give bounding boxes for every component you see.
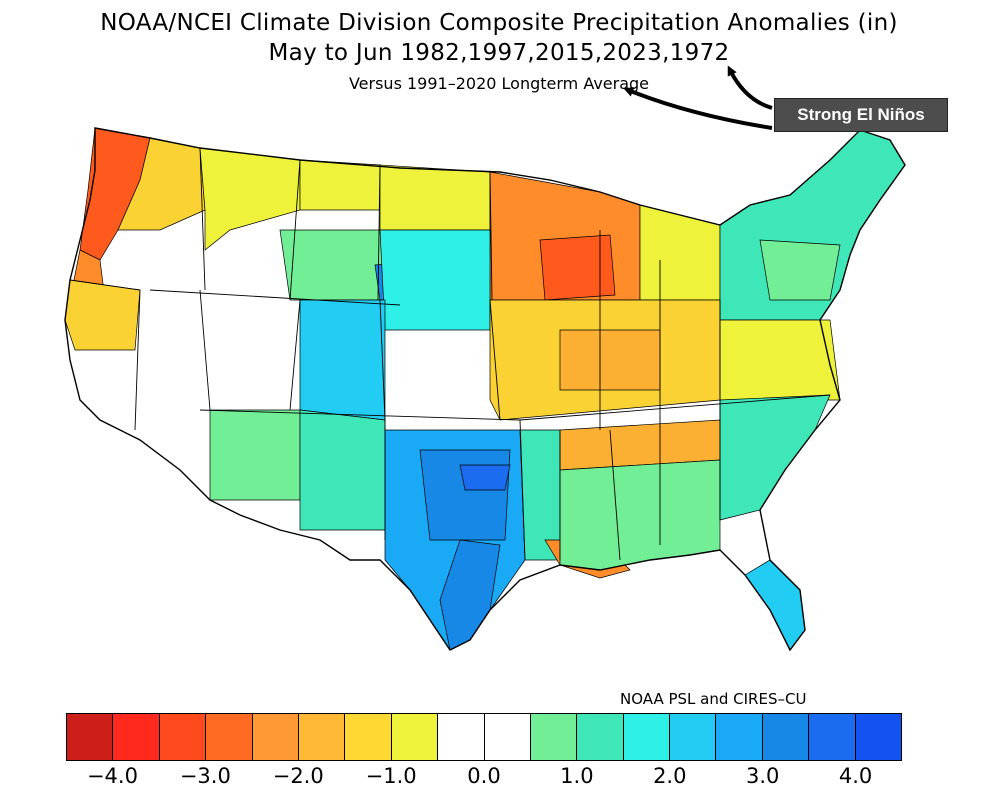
legend-tick-label: −1.0	[365, 764, 417, 788]
map-title: NOAA/NCEI Climate Division Composite Pre…	[100, 10, 898, 36]
legend-swatch	[623, 714, 671, 760]
legend-swatch	[484, 714, 531, 760]
legend-swatch	[159, 714, 207, 760]
legend-swatch	[438, 714, 485, 760]
annotation-arrow-lower	[623, 87, 773, 130]
region-florida	[744, 559, 806, 651]
legend-tick-label: 3.0	[745, 764, 780, 788]
region-wyoming-colorado	[279, 229, 386, 301]
legend-swatch	[391, 714, 439, 760]
legend-swatch	[577, 714, 624, 760]
legend-swatch	[67, 714, 114, 760]
strong-el-ninos-callout: Strong El Niños	[774, 98, 948, 132]
region-montana-east	[299, 159, 381, 211]
us-outline	[64, 127, 906, 652]
legend-swatch	[345, 714, 392, 760]
legend-swatch	[809, 714, 856, 760]
region-new-mexico	[299, 409, 386, 531]
annotation-arrow-upper	[727, 65, 773, 110]
legend-tick-label: 1.0	[560, 764, 594, 788]
region-california-north	[64, 279, 141, 351]
legend-tick-label: −2.0	[272, 764, 324, 788]
legend-swatch	[206, 714, 253, 760]
legend-swatch	[855, 714, 902, 760]
region-colorado-sky	[299, 299, 386, 421]
region-southwest	[209, 409, 301, 501]
map-subtitle-baseline: Versus 1991–2020 Longterm Average	[348, 74, 650, 93]
data-credit: NOAA PSL and CIRES–CU	[620, 690, 807, 708]
legend-swatch	[298, 714, 346, 760]
legend-swatch	[252, 714, 299, 760]
legend-tick-label: −4.0	[86, 764, 138, 788]
legend-tick-label: 2.0	[653, 764, 687, 788]
state-boundaries	[69, 147, 831, 561]
region-northeast-green	[759, 239, 841, 301]
legend-colorbar	[66, 713, 902, 761]
legend-swatch	[530, 714, 578, 760]
legend-swatch	[762, 714, 810, 760]
region-great-lakes-east	[639, 204, 721, 301]
legend-tick-label: 0.0	[467, 764, 501, 788]
region-central-plains	[379, 229, 491, 331]
region-carolinas	[719, 394, 831, 521]
region-oklahoma-dark	[459, 464, 511, 491]
region-northern-plains	[379, 164, 491, 231]
region-texas-core	[419, 449, 511, 541]
legend-swatch	[670, 714, 717, 760]
region-wisconsin-core	[539, 234, 616, 301]
legend-tick-label: −3.0	[179, 764, 231, 788]
map-subtitle-years: May to Jun 1982,1997,2015,2023,1972	[268, 40, 730, 66]
legend-tick-label: 4.0	[838, 764, 873, 788]
legend-swatch	[716, 714, 763, 760]
legend-swatch	[113, 714, 160, 760]
region-midwest-light	[559, 329, 661, 391]
